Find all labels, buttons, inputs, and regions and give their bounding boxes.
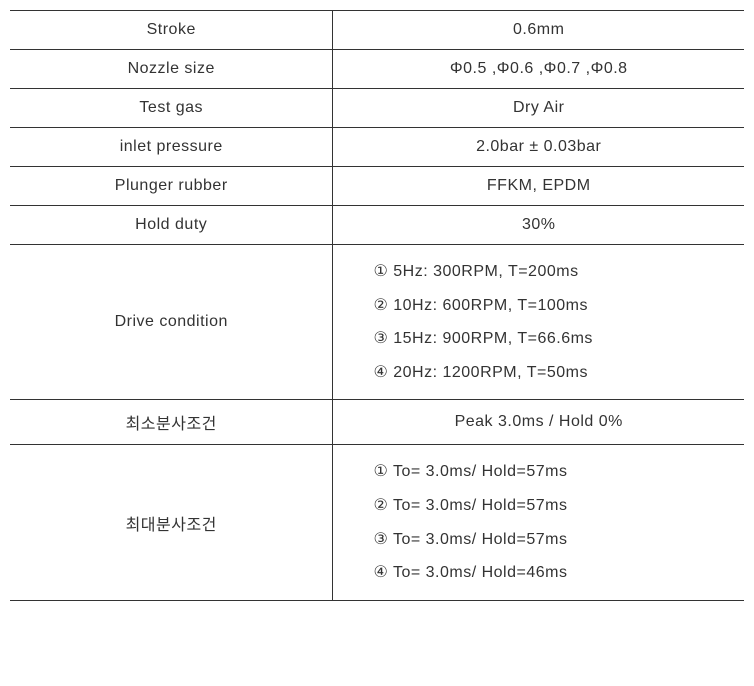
value-max-injection: ① To= 3.0ms/ Hold=57ms ② To= 3.0ms/ Hold… (333, 445, 744, 600)
table-row: Drive condition ① 5Hz: 300RPM, T=200ms ②… (10, 245, 744, 400)
table-row: Test gas Dry Air (10, 89, 744, 128)
drive-line-4: ④ 20Hz: 1200RPM, T=50ms (373, 356, 736, 390)
table-row: inlet pressure 2.0bar ± 0.03bar (10, 128, 744, 167)
label-hold-duty: Hold duty (10, 206, 333, 245)
spec-table: Stroke 0.6mm Nozzle size Φ0.5 ,Φ0.6 ,Φ0.… (10, 10, 744, 601)
max-line-2: ② To= 3.0ms/ Hold=57ms (373, 489, 736, 523)
value-nozzle-size: Φ0.5 ,Φ0.6 ,Φ0.7 ,Φ0.8 (333, 50, 744, 89)
value-drive-condition: ① 5Hz: 300RPM, T=200ms ② 10Hz: 600RPM, T… (333, 245, 744, 400)
label-stroke: Stroke (10, 11, 333, 50)
label-drive-condition: Drive condition (10, 245, 333, 400)
label-inlet-pressure: inlet pressure (10, 128, 333, 167)
label-test-gas: Test gas (10, 89, 333, 128)
table-row: Plunger rubber FFKM, EPDM (10, 167, 744, 206)
max-line-1: ① To= 3.0ms/ Hold=57ms (373, 455, 736, 489)
value-stroke: 0.6mm (333, 11, 744, 50)
value-hold-duty: 30% (333, 206, 744, 245)
table-row: Stroke 0.6mm (10, 11, 744, 50)
spec-table-body: Stroke 0.6mm Nozzle size Φ0.5 ,Φ0.6 ,Φ0.… (10, 11, 744, 601)
value-min-injection: Peak 3.0ms / Hold 0% (333, 400, 744, 445)
drive-line-2: ② 10Hz: 600RPM, T=100ms (373, 289, 736, 323)
table-row: 최대분사조건 ① To= 3.0ms/ Hold=57ms ② To= 3.0m… (10, 445, 744, 600)
label-max-injection: 최대분사조건 (10, 445, 333, 600)
label-nozzle-size: Nozzle size (10, 50, 333, 89)
table-row: Hold duty 30% (10, 206, 744, 245)
max-line-4: ④ To= 3.0ms/ Hold=46ms (373, 556, 736, 590)
label-min-injection: 최소분사조건 (10, 400, 333, 445)
value-plunger-rubber: FFKM, EPDM (333, 167, 744, 206)
table-row: Nozzle size Φ0.5 ,Φ0.6 ,Φ0.7 ,Φ0.8 (10, 50, 744, 89)
value-test-gas: Dry Air (333, 89, 744, 128)
label-plunger-rubber: Plunger rubber (10, 167, 333, 206)
drive-line-1: ① 5Hz: 300RPM, T=200ms (373, 255, 736, 289)
drive-line-3: ③ 15Hz: 900RPM, T=66.6ms (373, 322, 736, 356)
value-inlet-pressure: 2.0bar ± 0.03bar (333, 128, 744, 167)
max-line-3: ③ To= 3.0ms/ Hold=57ms (373, 523, 736, 557)
table-row: 최소분사조건 Peak 3.0ms / Hold 0% (10, 400, 744, 445)
